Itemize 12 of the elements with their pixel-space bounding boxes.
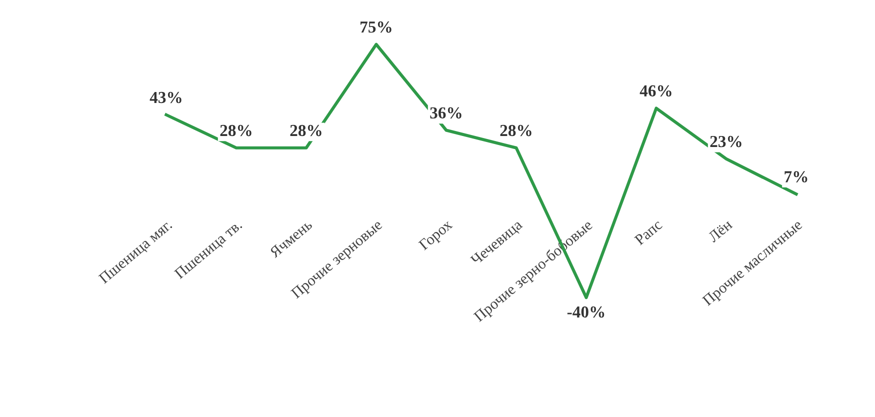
data-label: -40%	[567, 306, 604, 318]
data-label: 36%	[430, 107, 462, 119]
x-tick-label: Рапс	[634, 219, 663, 246]
data-label: 28%	[290, 124, 322, 136]
data-label: 23%	[710, 136, 742, 148]
data-label: 28%	[500, 124, 532, 136]
data-label: 43%	[150, 92, 182, 104]
data-label: 46%	[640, 85, 672, 97]
data-label: 75%	[360, 21, 392, 33]
data-label: 28%	[220, 124, 252, 136]
x-tick-label: Лён	[707, 218, 733, 243]
data-label: 7%	[784, 171, 808, 182]
